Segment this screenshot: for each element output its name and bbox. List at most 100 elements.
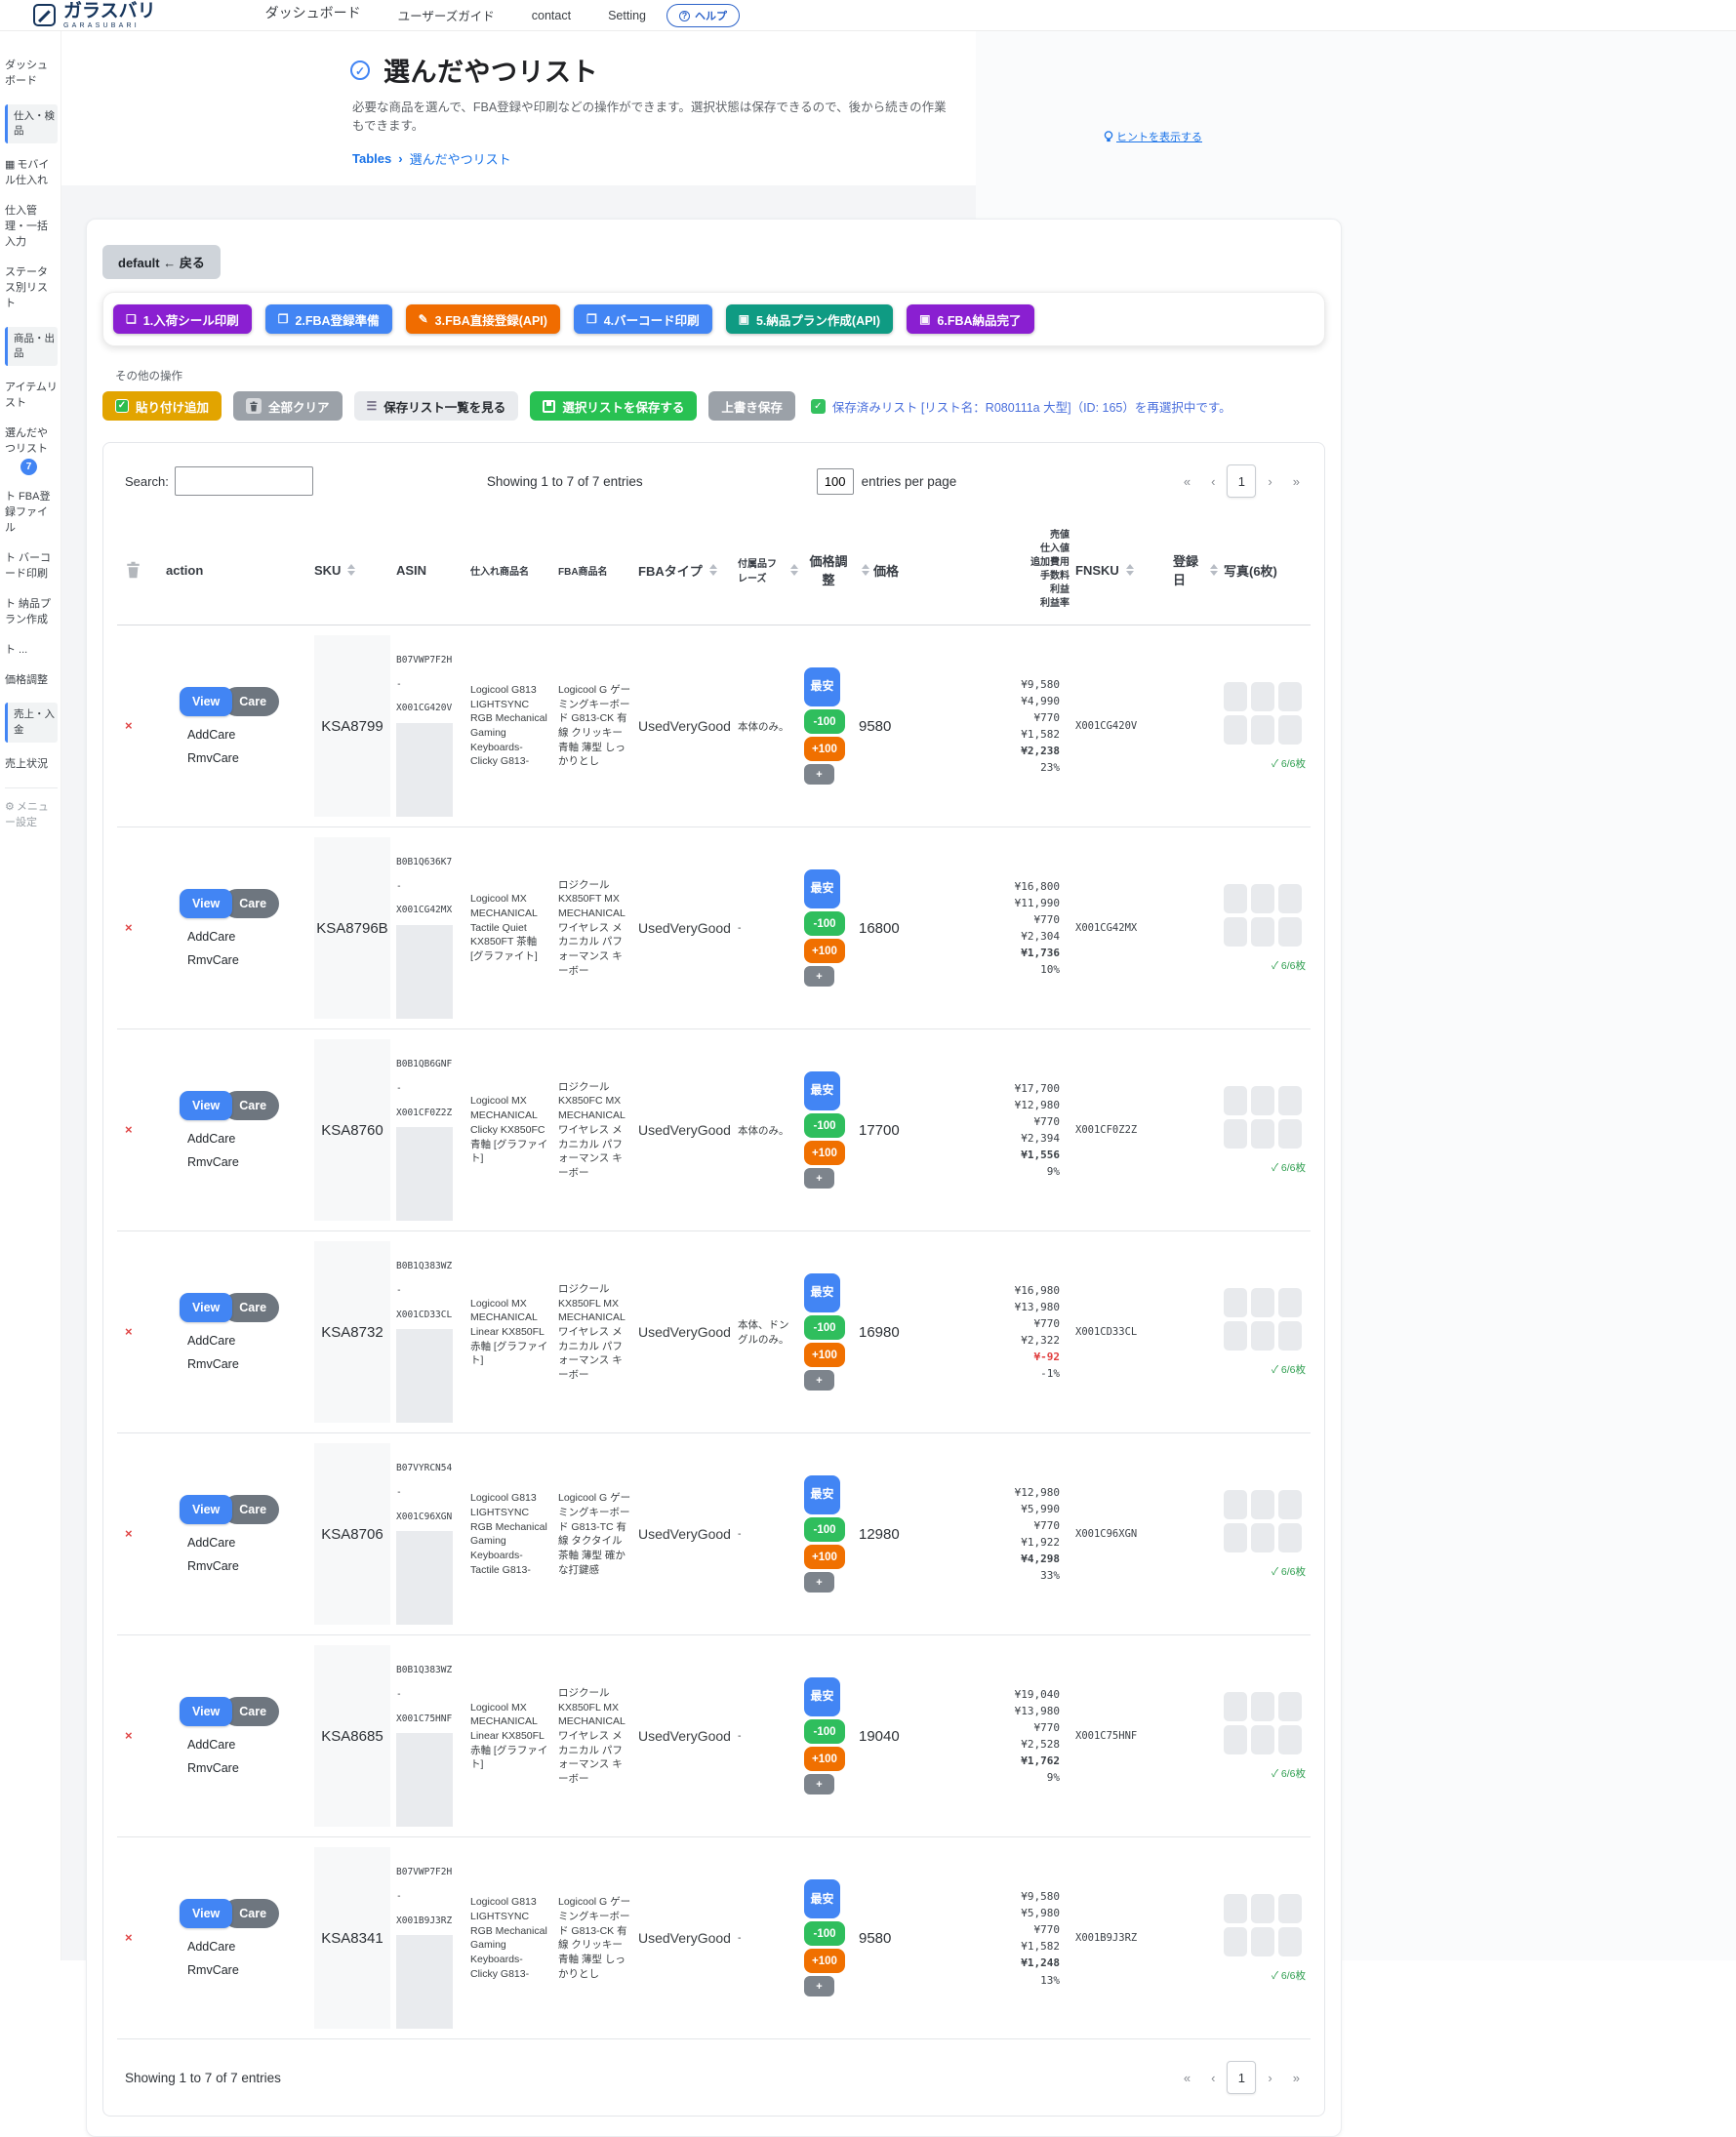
- column-header-price-adjust[interactable]: 価格調整: [809, 554, 848, 587]
- pagination-prev-button[interactable]: ‹: [1202, 470, 1224, 493]
- photo-placeholder[interactable]: [1224, 1320, 1247, 1351]
- save-selection-button[interactable]: 選択リストを保存する: [530, 391, 698, 421]
- column-header-fba-type[interactable]: FBAタイプ: [638, 561, 732, 580]
- trash-header-icon[interactable]: [125, 561, 160, 579]
- photo-placeholder[interactable]: [1278, 1691, 1302, 1721]
- photo-placeholder[interactable]: [1251, 1522, 1274, 1552]
- photo-placeholder[interactable]: [1278, 1522, 1302, 1552]
- photo-placeholder[interactable]: [1278, 714, 1302, 745]
- photo-placeholder[interactable]: [1278, 1489, 1302, 1519]
- photo-placeholder[interactable]: [1224, 883, 1247, 913]
- pagination-first-button[interactable]: «: [1175, 470, 1199, 493]
- sidebar-item[interactable]: 選んだやつリスト 7: [5, 426, 58, 475]
- pagination-first-button[interactable]: «: [1175, 2067, 1199, 2089]
- photo-placeholder[interactable]: [1251, 1320, 1274, 1351]
- top-nav-item[interactable]: ダッシュボード: [264, 4, 361, 20]
- photo-placeholder[interactable]: [1251, 681, 1274, 711]
- sidebar-item[interactable]: 価格調整: [5, 673, 58, 689]
- photo-placeholder[interactable]: [1224, 1893, 1247, 1923]
- column-header-sku[interactable]: SKU: [314, 563, 390, 578]
- add-care-link[interactable]: AddCare: [187, 1536, 236, 1551]
- lowest-price-button[interactable]: 最安: [804, 667, 840, 707]
- add-care-link[interactable]: AddCare: [187, 1132, 236, 1147]
- column-header-accessory[interactable]: 付属品フレーズ: [738, 555, 798, 585]
- overwrite-save-button[interactable]: 上書き保存: [708, 391, 795, 421]
- remove-row-button[interactable]: ×: [125, 718, 133, 734]
- add-care-link[interactable]: AddCare: [187, 930, 236, 945]
- sidebar-item[interactable]: ト バーコード印刷: [5, 551, 58, 583]
- photo-placeholder[interactable]: [1251, 1085, 1274, 1115]
- plus-100-button[interactable]: +100: [804, 1949, 845, 1974]
- custom-adjust-button[interactable]: +: [804, 1572, 834, 1593]
- plus-100-button[interactable]: +100: [804, 1545, 845, 1570]
- remove-care-link[interactable]: RmvCare: [187, 953, 239, 968]
- remove-row-button[interactable]: ×: [125, 1526, 133, 1542]
- photo-placeholder[interactable]: [1251, 714, 1274, 745]
- remove-row-button[interactable]: ×: [125, 1122, 133, 1138]
- column-header-supplier-name[interactable]: 仕入れ商品名: [470, 566, 529, 578]
- column-header-action[interactable]: action: [166, 562, 204, 578]
- remove-care-link[interactable]: RmvCare: [187, 751, 239, 766]
- photo-placeholder[interactable]: [1278, 1926, 1302, 1956]
- column-header-fnsku[interactable]: FNSKU: [1075, 563, 1167, 578]
- entries-per-page-input[interactable]: [816, 467, 854, 495]
- workflow-step-button[interactable]: ▣ 5.納品プラン作成(API): [725, 304, 894, 334]
- lowest-price-button[interactable]: 最安: [804, 1475, 840, 1515]
- photo-placeholder[interactable]: [1278, 883, 1302, 913]
- plus-100-button[interactable]: +100: [804, 1747, 845, 1772]
- pagination-last-button[interactable]: »: [1284, 470, 1309, 493]
- remove-row-button[interactable]: ×: [125, 1728, 133, 1744]
- photo-placeholder[interactable]: [1251, 883, 1274, 913]
- remove-care-link[interactable]: RmvCare: [187, 1963, 239, 1978]
- workflow-step-button[interactable]: ▣ 6.FBA納品完了: [907, 304, 1034, 334]
- lowest-price-button[interactable]: 最安: [804, 1273, 840, 1313]
- photo-placeholder[interactable]: [1224, 1287, 1247, 1317]
- custom-adjust-button[interactable]: +: [804, 1774, 834, 1795]
- photo-placeholder[interactable]: [1224, 1085, 1247, 1115]
- photo-placeholder[interactable]: [1251, 1489, 1274, 1519]
- photo-placeholder[interactable]: [1251, 1926, 1274, 1956]
- pagination-page-button[interactable]: 1: [1227, 2061, 1257, 2095]
- sidebar-item[interactable]: 売上状況: [5, 757, 58, 773]
- photo-placeholder[interactable]: [1224, 1118, 1247, 1149]
- view-button[interactable]: View: [180, 1697, 233, 1727]
- workflow-step-button[interactable]: ❏ 1.入荷シール印刷: [113, 304, 252, 334]
- hint-link[interactable]: ヒントを表示する: [1104, 129, 1202, 144]
- brand-logo[interactable]: ガラスバリ GARASUBARI: [33, 2, 156, 29]
- clear-all-button[interactable]: 全部クリア: [233, 391, 343, 421]
- photo-placeholder[interactable]: [1224, 714, 1247, 745]
- workflow-step-button[interactable]: ❐ 4.バーコード印刷: [573, 304, 712, 334]
- pagination-prev-button[interactable]: ‹: [1202, 2067, 1224, 2089]
- view-button[interactable]: View: [180, 1495, 233, 1525]
- pagination-next-button[interactable]: ›: [1259, 470, 1280, 493]
- custom-adjust-button[interactable]: +: [804, 764, 834, 786]
- sidebar-item[interactable]: ト ...: [5, 643, 58, 659]
- column-header-price[interactable]: 価格: [859, 561, 921, 580]
- search-input[interactable]: [174, 466, 313, 496]
- add-care-link[interactable]: AddCare: [187, 1334, 236, 1349]
- minus-100-button[interactable]: -100: [804, 911, 845, 937]
- view-button[interactable]: View: [180, 889, 233, 919]
- remove-care-link[interactable]: RmvCare: [187, 1761, 239, 1776]
- sidebar-item[interactable]: ステータス別リスト: [5, 265, 58, 312]
- lowest-price-button[interactable]: 最安: [804, 1879, 840, 1919]
- minus-100-button[interactable]: -100: [804, 709, 845, 735]
- view-button[interactable]: View: [180, 687, 233, 717]
- minus-100-button[interactable]: -100: [804, 1517, 845, 1543]
- sidebar-item[interactable]: ▦ モバイル仕入れ: [5, 158, 58, 189]
- plus-100-button[interactable]: +100: [804, 1343, 845, 1368]
- photo-placeholder[interactable]: [1278, 681, 1302, 711]
- breadcrumb-current[interactable]: 選んだやつリスト: [409, 152, 511, 167]
- sidebar-item[interactable]: 仕入管理・一括入力: [5, 204, 58, 251]
- workflow-step-button[interactable]: ❐ 2.FBA登録準備: [264, 304, 392, 334]
- breadcrumb-link-tables[interactable]: Tables: [352, 151, 392, 166]
- custom-adjust-button[interactable]: +: [804, 1976, 834, 1997]
- photo-placeholder[interactable]: [1278, 1893, 1302, 1923]
- photo-placeholder[interactable]: [1251, 1118, 1274, 1149]
- sidebar-item[interactable]: アイテムリスト: [5, 381, 58, 412]
- view-button[interactable]: View: [180, 1091, 233, 1121]
- sidebar-item[interactable]: ト FBA登録ファイル: [5, 490, 58, 537]
- remove-row-button[interactable]: ×: [125, 920, 133, 936]
- custom-adjust-button[interactable]: +: [804, 1168, 834, 1189]
- photo-placeholder[interactable]: [1224, 1522, 1247, 1552]
